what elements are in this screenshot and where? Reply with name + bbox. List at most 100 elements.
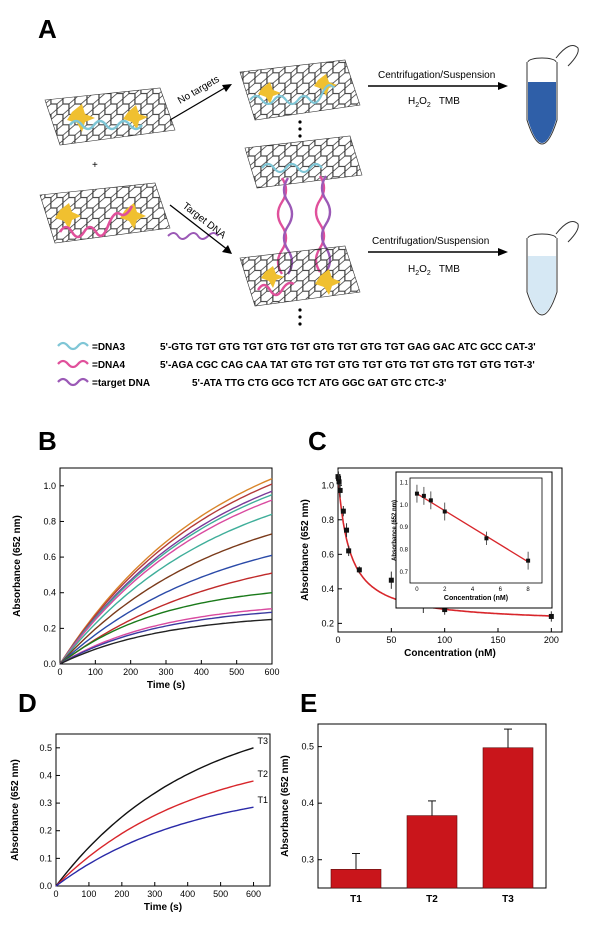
bar [482,747,534,889]
y-tick-label: 0.6 [43,552,56,562]
x-tick-label: 100 [88,667,103,677]
no-targets-label: No targets [176,74,221,107]
arrow-target-dna: Target DNA [169,201,232,254]
inset-y-title: Absorbance (652 nm) [392,500,398,561]
arrow-step-bottom: Centrifugation/Suspension H2O2 TMB [368,236,508,277]
y-tick-label: 0.8 [43,516,56,526]
x-category-label: T3 [502,894,514,905]
data-point [548,613,554,619]
graphene-sheet-middle-bottom [239,245,361,307]
series-line [59,533,273,665]
tube-light-icon [526,221,579,316]
inset-y-tick-label: 0.9 [400,525,409,531]
x-tick-label: 400 [180,889,195,899]
series-label: T3 [258,736,269,746]
x-tick-label: 200 [544,635,559,645]
series-line [55,747,254,887]
step-bottom-label: Centrifugation/Suspension [372,236,489,247]
legend-label: =target DNA [92,378,150,389]
ellipsis-dots-top [298,120,302,138]
plot-frame [337,467,563,633]
data-point [344,527,350,533]
x-axis-title: Time (s) [144,902,182,913]
y-axis-title: Absorbance (652 nm) [280,755,291,857]
x-tick-label: 100 [437,635,452,645]
data-point [442,607,448,613]
series-line [59,494,273,665]
x-tick-label: 300 [158,667,173,677]
series-line [59,483,273,665]
data-point [336,475,342,481]
legend-row-dna3: =DNA3 5'-GTG TGT GTG TGT GTG TGT GTG TGT… [57,341,536,353]
series-line [59,513,273,665]
plot-frame [55,733,271,887]
y-tick-label: 0.4 [43,588,56,598]
panel-b-letter: B [38,426,57,456]
x-tick-label: 600 [246,889,261,899]
bar [330,869,382,889]
graphene-sheet-top-left [44,87,176,146]
inset-data-point [428,498,433,503]
y-tick-label: 0.2 [39,826,52,836]
panel-d-letter: D [18,688,37,718]
x-tick-label: 150 [490,635,505,645]
legend-label: =DNA4 [92,360,126,371]
x-tick-label: 300 [147,889,162,899]
y-tick-label: 0.1 [39,853,52,863]
x-tick-label: 400 [194,667,209,677]
inset-data-point [484,536,489,541]
inset-x-tick-label: 8 [526,587,530,593]
inset-y-tick-label: 1.0 [400,503,409,509]
ellipsis-dots-bottom [298,308,302,326]
y-tick-label: 0.0 [39,881,52,891]
y-tick-label: 0.4 [301,798,314,808]
inset-y-tick-label: 1.1 [400,480,409,486]
gold-star-icon [123,105,148,130]
inset-data-point [442,509,447,514]
x-tick-label: 500 [213,889,228,899]
legend-sequence: 5'-AGA CGC CAG CAA TAT GTG TGT GTG TGT G… [160,360,535,371]
chart-b: 0 100 200 300 400 500 600 0.0 0.2 0.4 0.6 0.8 1.0 Tim… [12,467,280,691]
legend-row-dna4: =DNA4 5'-AGA CGC CAG CAA TAT GTG TGT GTG… [57,359,535,371]
series-line [59,499,273,665]
reagents-bottom: H2O2 TMB [408,264,460,277]
data-point [388,577,394,583]
graphene-sheet-bottom-left [39,182,219,244]
legend-label: =DNA3 [92,342,126,353]
series-label: T1 [258,795,269,805]
series-label: T2 [258,769,269,779]
inset-x-tick-label: 0 [415,587,419,593]
legend-row-target: =target DNA 5'-ATA TTG CTG GCG TCT ATG G… [57,377,446,389]
x-tick-label: 0 [335,635,340,645]
y-tick-label: 0.6 [321,549,334,559]
series-line [59,572,273,665]
x-category-label: T2 [426,894,438,905]
y-tick-label: 0.2 [43,623,56,633]
inset-data-point [421,493,426,498]
arrow-step-top: Centrifugation/Suspension H2O2 TMB [368,70,508,109]
series-line [59,554,273,665]
data-point [340,508,346,514]
inset-fit-line [416,493,529,563]
legend-sequence: 5'-ATA TTG CTG GCG TCT ATG GGC GAT GTC C… [192,378,446,389]
inset-plot-frame [409,477,543,584]
y-tick-label: 0.8 [321,515,334,525]
panel-a-letter: A [38,14,57,44]
y-tick-label: 0.0 [43,659,56,669]
inset-x-title: Concentration (nM) [444,595,508,602]
inset-x-tick-label: 6 [499,587,503,593]
x-tick-label: 50 [386,635,396,645]
gold-star-icon [55,203,81,229]
inset-data-point [526,558,531,563]
y-tick-label: 0.4 [39,770,52,780]
panel-c-letter: C [308,426,327,456]
x-tick-label: 600 [264,667,279,677]
y-tick-label: 0.5 [301,742,314,752]
data-point [336,479,342,485]
data-point [337,487,343,493]
inset-x-tick-label: 4 [471,587,475,593]
x-tick-label: 100 [81,889,96,899]
y-axis-title: Absorbance (652 nm) [10,759,21,861]
x-axis-title: Concentration (nM) [404,648,496,659]
step-top-label: Centrifugation/Suspension [378,70,495,81]
